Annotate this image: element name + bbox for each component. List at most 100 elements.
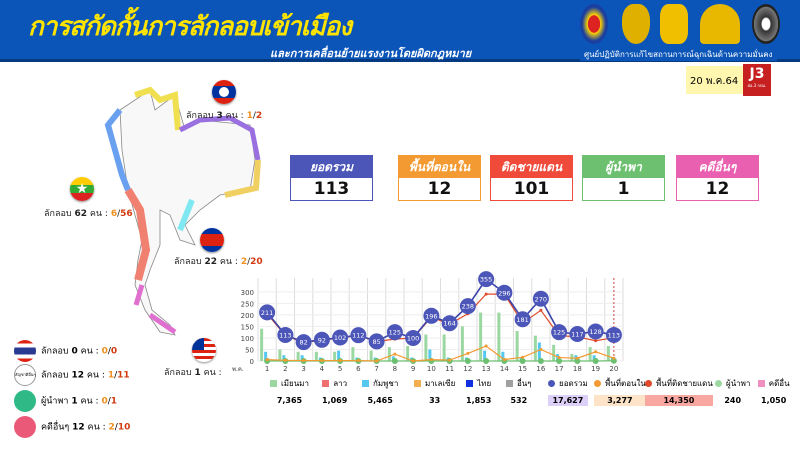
data-label: 355 [480, 276, 492, 284]
point [405, 329, 422, 346]
y-tick-label: 250 [241, 300, 254, 308]
point [592, 358, 599, 364]
legend-total: 33 [429, 396, 441, 405]
legend-label: มาเลเซีย [425, 379, 456, 388]
bar-เมียนมา [351, 347, 355, 361]
logo-air-force [700, 4, 740, 44]
point [521, 355, 525, 359]
point [429, 358, 433, 362]
data-label: 164 [443, 320, 455, 328]
myanmar-flag: ★ [70, 177, 94, 201]
data-label: 117 [571, 331, 583, 339]
x-prefix: พ.ค. [232, 366, 244, 373]
x-tick-label: 13 [482, 365, 491, 373]
legend-label: อื่นๆ [517, 379, 532, 388]
x-tick-label: 8 [393, 365, 397, 373]
bar-กัมพูชา [300, 355, 304, 361]
legend-total: 7,365 [276, 396, 303, 405]
legend-total: 532 [510, 396, 528, 405]
x-tick-label: 12 [463, 365, 472, 373]
point [574, 358, 581, 364]
point [295, 334, 312, 351]
bar-เมียนมา [533, 335, 537, 361]
bar-เมียนมา [442, 334, 446, 361]
bar-กัมพูชา [428, 349, 432, 361]
legend-total: 5,465 [367, 396, 393, 405]
bar-เมียนมา [424, 334, 428, 361]
bar-เมียนมา [296, 351, 300, 361]
page-subtitle: และการเคลื่อนย้ายแรงงานโดยผิดกฎหมาย [270, 47, 472, 60]
bar-เมียนมา [497, 312, 501, 361]
bar-เมียนมา [260, 328, 264, 361]
stat-box: ยอดรวม 113 [290, 155, 373, 201]
legend-total: 14,350 [645, 395, 713, 406]
data-label: 113 [608, 331, 620, 339]
bar-เมียนมา [314, 351, 318, 361]
other-nationality-row: สัญชาติอื่นๆ ลักลอบ 12 คน : 1/11 [14, 364, 130, 386]
x-tick-label: 4 [320, 365, 325, 373]
point [265, 358, 269, 362]
y-tick-label: 100 [241, 335, 254, 343]
bar-กัมพูชา [264, 351, 268, 361]
point [483, 358, 490, 364]
point [368, 333, 385, 350]
stat-value: 113 [291, 178, 372, 200]
stat-box: คดีอื่นๆ 12 [676, 155, 759, 201]
x-tick-label: 2 [283, 365, 287, 373]
line-พื้นที่ตอนใน [267, 345, 615, 362]
x-tick-label: 17 [555, 365, 564, 373]
point [464, 358, 471, 364]
bar-กัมพูชา [592, 355, 596, 361]
stat-box: พื้นที่ตอนใน 12 [398, 155, 481, 201]
data-label: 112 [352, 332, 364, 340]
legend-item: กัมพูชา 5,465 [362, 377, 398, 406]
point [496, 284, 513, 301]
point [539, 308, 543, 312]
point [466, 351, 470, 355]
organization-name: ศูนย์ปฏิบัติการแก้ไขสถานการณ์ฉุกเฉินด้าน… [580, 48, 777, 61]
point [610, 357, 617, 364]
header-banner: การสกัดกั้นการลักลอบเข้าเมือง และการเคลื… [0, 0, 800, 62]
y-tick-label: 50 [245, 346, 254, 354]
point [587, 323, 604, 340]
bar-กัมพูชา [337, 350, 341, 361]
stat-box: ผู้นำพา 1 [582, 155, 665, 201]
data-label: 92 [318, 336, 326, 344]
thailand-flag [14, 340, 36, 362]
stat-label: ติดชายแดน [491, 156, 572, 178]
bar-กัมพูชา [483, 350, 487, 361]
legend-label: พื้นที่ตอนใน [605, 379, 646, 388]
point [320, 359, 324, 363]
stat-value: 12 [399, 178, 480, 200]
bar-เมียนมา [369, 350, 373, 361]
y-tick-label: 300 [241, 289, 254, 297]
point [338, 359, 342, 363]
point [557, 356, 561, 360]
point [332, 329, 349, 346]
point [277, 326, 294, 343]
data-label: 181 [516, 316, 528, 324]
point [594, 339, 598, 343]
point [532, 290, 549, 307]
x-tick-label: 20 [609, 365, 618, 373]
bar-เมียนมา [460, 326, 464, 361]
legend-label: ยอดรวม [559, 379, 588, 388]
x-tick-label: 9 [411, 365, 415, 373]
bar-เมียนมา [278, 349, 282, 361]
x-tick-label: 19 [591, 365, 600, 373]
point [569, 326, 586, 343]
legend-label: คดีอื่น [768, 379, 790, 388]
bar-เมียนมา [606, 346, 610, 361]
logo-isoc [752, 4, 780, 44]
x-tick-label: 18 [573, 365, 582, 373]
logo-supreme-command [580, 4, 608, 44]
legend-item: ลาว 1,069 [318, 377, 351, 406]
x-tick-label: 16 [536, 365, 545, 373]
myanmar-count: ลักลอบ 62 คน : 6/56 [44, 209, 133, 219]
legend-label: กัมพูชา [373, 379, 399, 388]
data-label: 125 [553, 329, 565, 337]
legend-total: 3,277 [594, 395, 646, 406]
stat-label: ผู้นำพา [583, 156, 664, 178]
legend-item: ไทย 1,853 [462, 377, 495, 406]
point [612, 356, 616, 360]
